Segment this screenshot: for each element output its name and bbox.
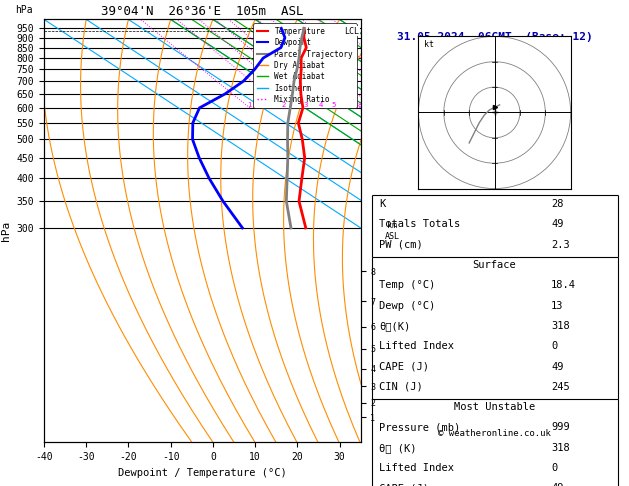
Text: θᴄ(K): θᴄ(K): [379, 321, 411, 331]
Text: 28: 28: [551, 199, 564, 209]
Text: 18.4: 18.4: [551, 280, 576, 290]
Text: 318: 318: [551, 443, 570, 452]
Text: Most Unstable: Most Unstable: [454, 402, 535, 412]
Legend: Temperature, Dewpoint, Parcel Trajectory, Dry Adiabat, Wet Adiabat, Isotherm, Mi: Temperature, Dewpoint, Parcel Trajectory…: [253, 23, 357, 107]
Text: 245: 245: [551, 382, 570, 392]
Text: 2: 2: [282, 102, 286, 108]
Text: 0: 0: [551, 463, 557, 473]
Text: © weatheronline.co.uk: © weatheronline.co.uk: [438, 429, 551, 438]
Text: 8: 8: [358, 102, 362, 108]
Text: Pressure (mb): Pressure (mb): [379, 422, 460, 433]
Text: Totals Totals: Totals Totals: [379, 220, 460, 229]
Text: 49: 49: [551, 483, 564, 486]
Text: 31.05.2024  06GMT  (Base: 12): 31.05.2024 06GMT (Base: 12): [397, 32, 593, 42]
Text: K: K: [379, 199, 386, 209]
Text: θᴄ (K): θᴄ (K): [379, 443, 416, 452]
Text: 49: 49: [551, 220, 564, 229]
X-axis label: Dewpoint / Temperature (°C): Dewpoint / Temperature (°C): [118, 468, 287, 478]
Text: 2.3: 2.3: [551, 240, 570, 250]
Text: 1: 1: [248, 102, 252, 108]
Title: 39°04'N  26°36'E  105m  ASL: 39°04'N 26°36'E 105m ASL: [101, 5, 304, 18]
Text: CAPE (J): CAPE (J): [379, 362, 429, 371]
Text: CIN (J): CIN (J): [379, 382, 423, 392]
Text: 999: 999: [551, 422, 570, 433]
Text: Temp (°C): Temp (°C): [379, 280, 435, 290]
Text: Lifted Index: Lifted Index: [379, 341, 454, 351]
Text: hPa: hPa: [16, 5, 33, 15]
Text: 318: 318: [551, 321, 570, 331]
Text: 13: 13: [551, 301, 564, 311]
Text: 4: 4: [319, 102, 323, 108]
Y-axis label: hPa: hPa: [1, 221, 11, 241]
Text: Surface: Surface: [472, 260, 516, 270]
Text: 49: 49: [551, 362, 564, 371]
Text: 5: 5: [331, 102, 335, 108]
Text: Dewp (°C): Dewp (°C): [379, 301, 435, 311]
Text: LCL: LCL: [345, 27, 359, 35]
Text: CAPE (J): CAPE (J): [379, 483, 429, 486]
Text: Lifted Index: Lifted Index: [379, 463, 454, 473]
Text: PW (cm): PW (cm): [379, 240, 423, 250]
Y-axis label: km
ASL: km ASL: [384, 221, 399, 241]
Text: 3: 3: [303, 102, 308, 108]
Text: 0: 0: [551, 341, 557, 351]
